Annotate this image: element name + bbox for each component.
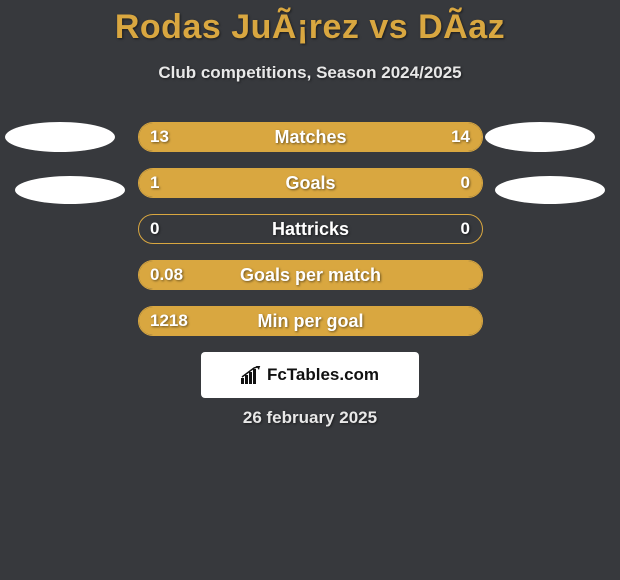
bar-fill-right [304,123,482,151]
stat-row: Min per goal1218 [0,306,620,336]
bar-track [138,168,483,198]
stat-row: Hattricks00 [0,214,620,244]
bar-fill-left [139,123,304,151]
player-ellipse [15,176,125,204]
bar-track [138,260,483,290]
stat-row: Goals per match0.08 [0,260,620,290]
subtitle: Club competitions, Season 2024/2025 [0,63,620,83]
bar-track [138,306,483,336]
bar-fill-left [139,307,482,335]
bars-area: Matches1314Goals10Hattricks00Goals per m… [0,122,620,352]
player-ellipse [495,176,605,204]
chart-icon [241,366,263,384]
bar-fill-left [139,261,482,289]
player-ellipse [485,122,595,152]
date-label: 26 february 2025 [0,408,620,428]
bar-fill-left [139,169,413,197]
player-ellipse [5,122,115,152]
bar-fill-right [413,169,482,197]
bar-track [138,214,483,244]
brand-text: FcTables.com [267,365,379,385]
bar-track [138,122,483,152]
brand-box: FcTables.com [201,352,419,398]
page-title: Rodas JuÃ¡rez vs DÃ­az [0,0,620,47]
